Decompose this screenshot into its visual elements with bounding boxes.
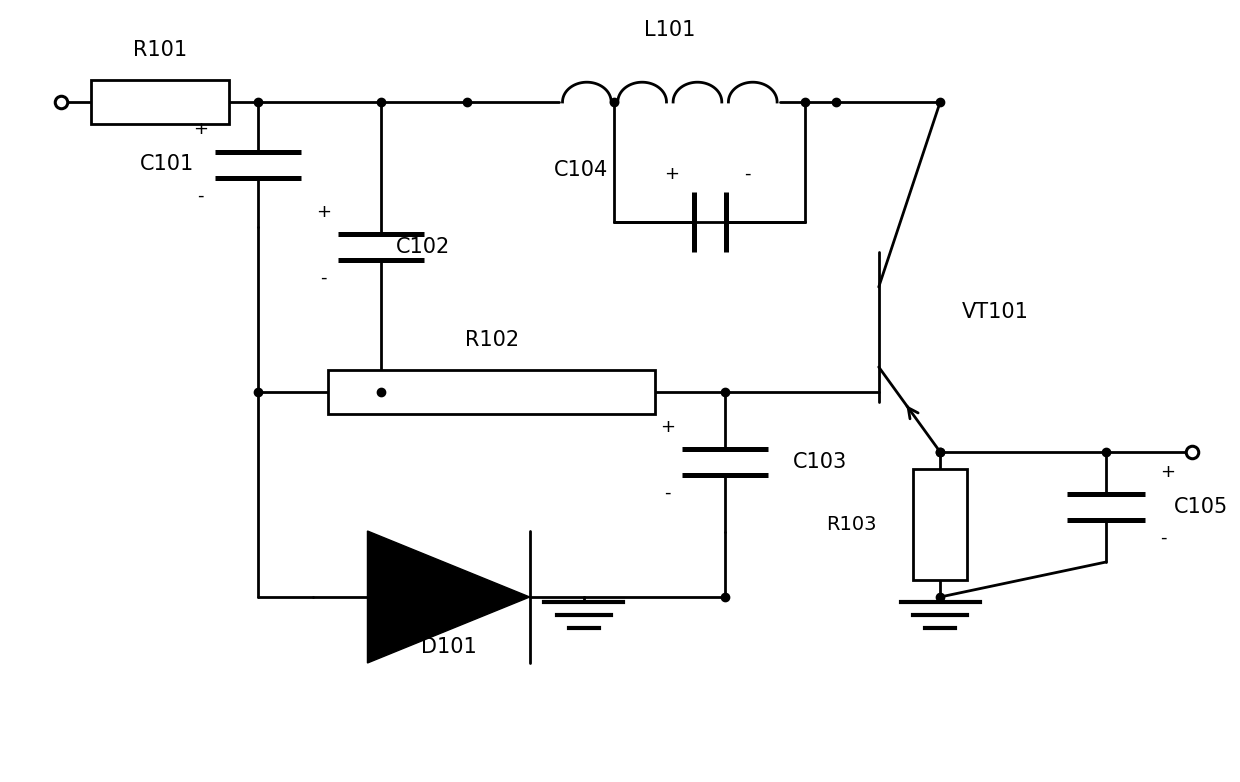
Text: R101: R101 [133, 40, 187, 60]
Text: R103: R103 [826, 515, 877, 534]
Text: C101: C101 [140, 155, 195, 174]
Text: R102: R102 [465, 330, 518, 350]
Bar [91, 80, 228, 124]
Text: +: + [193, 120, 208, 138]
Text: L101: L101 [644, 20, 696, 40]
Bar [329, 370, 655, 414]
Text: C103: C103 [792, 452, 847, 472]
Text: -: - [665, 484, 671, 502]
Text: -: - [197, 186, 203, 205]
Text: +: + [1161, 463, 1176, 481]
Text: D101: D101 [420, 637, 476, 657]
Text: +: + [660, 418, 675, 436]
Text: VT101: VT101 [962, 302, 1029, 322]
Text: -: - [320, 269, 326, 287]
Text: -: - [744, 165, 751, 183]
Text: C104: C104 [554, 160, 609, 180]
Text: -: - [1161, 529, 1167, 547]
Text: C102: C102 [396, 237, 450, 257]
Bar [913, 469, 967, 579]
Text: +: + [665, 165, 680, 183]
Text: C105: C105 [1174, 497, 1228, 517]
Polygon shape [367, 531, 529, 663]
Text: +: + [316, 203, 331, 221]
